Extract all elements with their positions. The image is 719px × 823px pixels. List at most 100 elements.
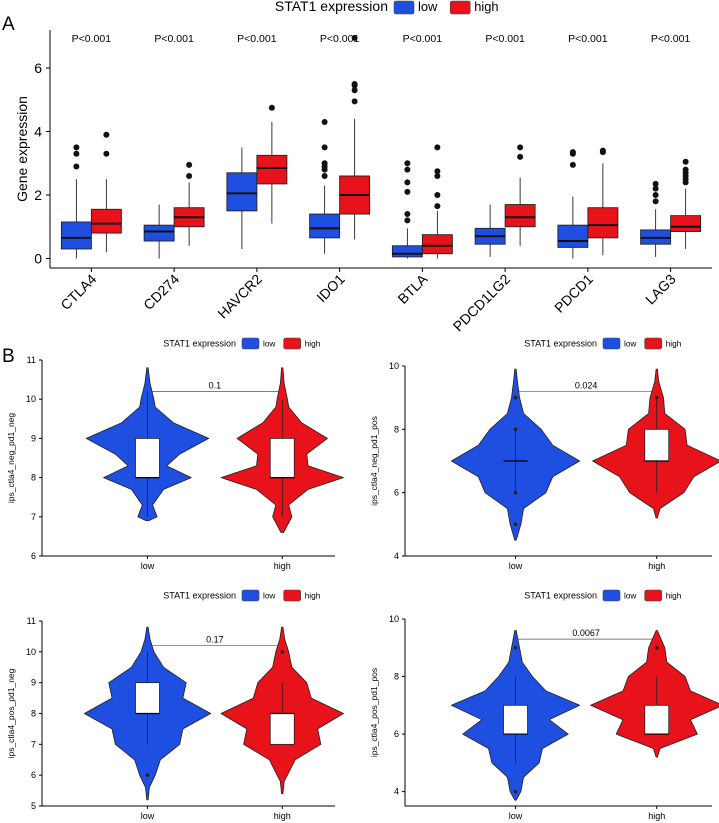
outlier-point bbox=[652, 198, 659, 205]
legend-title: STAT1 expression bbox=[275, 0, 388, 14]
box-high bbox=[670, 215, 702, 232]
y-tick-label: 7 bbox=[31, 512, 36, 522]
y-tick-label: 0 bbox=[34, 250, 42, 266]
outlier-point bbox=[599, 147, 606, 154]
y-tick-label: 8 bbox=[394, 672, 399, 682]
y-tick-label: 4 bbox=[394, 787, 399, 797]
outlier-point bbox=[103, 131, 110, 138]
outlier-point bbox=[280, 650, 285, 654]
outlier-point bbox=[517, 153, 524, 160]
y-tick-label: 9 bbox=[31, 678, 36, 688]
box-low bbox=[557, 224, 589, 248]
legend-key-1 bbox=[283, 589, 302, 602]
legend-label-0: low bbox=[418, 0, 438, 14]
outlier-point bbox=[73, 144, 80, 151]
legend-title: STAT1 expression bbox=[524, 590, 597, 600]
y-tick-label: 4 bbox=[34, 124, 42, 140]
outlier-point bbox=[513, 522, 518, 527]
x-tick-label: BTLA bbox=[394, 270, 431, 307]
box-high bbox=[421, 234, 453, 255]
outlier-point bbox=[434, 203, 441, 210]
legend-label-1: high bbox=[305, 591, 321, 600]
p-value-label: P<0.001 bbox=[651, 33, 691, 45]
outlier-point bbox=[404, 217, 411, 224]
x-tick-label: high bbox=[648, 561, 665, 571]
x-tick-label: HAVCR2 bbox=[214, 271, 265, 322]
y-axis-label: ips_ctla4_pos_pd1_neg bbox=[6, 668, 16, 758]
y-tick-label: 8 bbox=[31, 709, 36, 719]
box-high bbox=[269, 437, 295, 478]
outlier-point bbox=[513, 427, 518, 432]
violin-plot-b1: STAT1 expression low high ips_ctla4_neg_pd1… bbox=[6, 337, 344, 571]
outlier-point bbox=[517, 144, 524, 151]
outlier-point bbox=[351, 80, 358, 87]
box-low bbox=[135, 682, 160, 714]
y-tick-label: 11 bbox=[27, 355, 36, 365]
outlier-point bbox=[103, 150, 110, 157]
outlier-point bbox=[513, 789, 518, 794]
legend-label-1: high bbox=[474, 0, 498, 14]
outlier-point bbox=[569, 149, 576, 156]
outlier-point bbox=[321, 172, 328, 179]
x-tick-label: low bbox=[141, 561, 155, 571]
p-value-label: P<0.001 bbox=[403, 33, 443, 45]
violin-plot-b2: STAT1 expression low high ips_ctla4_neg_pd1… bbox=[369, 337, 719, 571]
outlier-point bbox=[513, 490, 518, 495]
box-low bbox=[503, 704, 528, 735]
p-value-label: 0.1 bbox=[209, 380, 222, 390]
y-tick-label: 6 bbox=[34, 60, 42, 76]
legend-key-0 bbox=[393, 0, 415, 15]
p-value-label: 0.17 bbox=[206, 635, 224, 645]
legend-key-0 bbox=[241, 337, 260, 350]
outlier-point bbox=[268, 104, 275, 111]
box-low bbox=[226, 172, 258, 212]
legend-key-1 bbox=[644, 337, 663, 350]
outlier-point bbox=[321, 119, 328, 126]
p-value-label: 0.024 bbox=[575, 380, 598, 390]
box-low bbox=[309, 213, 341, 239]
y-axis-label: Gene expression bbox=[14, 96, 30, 202]
outlier-point bbox=[652, 192, 659, 199]
p-value-label: 0.0067 bbox=[572, 628, 600, 638]
y-tick-label: 6 bbox=[394, 729, 399, 739]
outlier-point bbox=[513, 395, 518, 400]
box-low bbox=[391, 245, 423, 258]
outlier-point bbox=[654, 645, 659, 650]
x-tick-label: low bbox=[509, 561, 523, 571]
x-tick-label: CTLA4 bbox=[57, 271, 99, 313]
legend-label-1: high bbox=[305, 339, 321, 348]
legend-key-0 bbox=[602, 337, 621, 350]
x-tick-label: low bbox=[509, 811, 523, 821]
legend-label-0: low bbox=[263, 339, 275, 348]
x-tick-label: PDCD1LG2 bbox=[450, 271, 514, 335]
box-low bbox=[135, 437, 160, 478]
outlier-point bbox=[434, 172, 441, 179]
y-tick-label: 2 bbox=[34, 187, 42, 203]
y-tick-label: 8 bbox=[31, 473, 36, 483]
outlier-point bbox=[652, 185, 659, 192]
y-tick-label: 10 bbox=[26, 394, 36, 404]
p-value-label: P<0.001 bbox=[320, 33, 360, 45]
outlier-point bbox=[351, 87, 358, 94]
violin-high bbox=[590, 630, 719, 758]
y-tick-label: 10 bbox=[389, 614, 399, 624]
outlier-point bbox=[73, 163, 80, 170]
p-value-label: P<0.001 bbox=[568, 33, 608, 45]
x-tick-label: high bbox=[274, 561, 291, 571]
outlier-point bbox=[404, 166, 411, 173]
box-high bbox=[90, 208, 122, 234]
outlier-point bbox=[351, 98, 358, 105]
box-high bbox=[587, 207, 619, 239]
legend-label-1: high bbox=[666, 591, 682, 600]
legend-title: STAT1 expression bbox=[163, 590, 236, 600]
y-tick-label: 6 bbox=[31, 770, 36, 780]
x-tick-label: CD274 bbox=[140, 271, 182, 313]
violin-plot-b3: STAT1 expression low high ips_ctla4_pos_pd1… bbox=[6, 589, 344, 821]
y-tick-label: 9 bbox=[31, 433, 36, 443]
outlier-point bbox=[321, 144, 328, 151]
outlier-point bbox=[654, 395, 659, 400]
p-value-label: P<0.001 bbox=[72, 33, 112, 45]
outlier-point bbox=[186, 172, 193, 179]
outlier-point bbox=[73, 150, 80, 157]
